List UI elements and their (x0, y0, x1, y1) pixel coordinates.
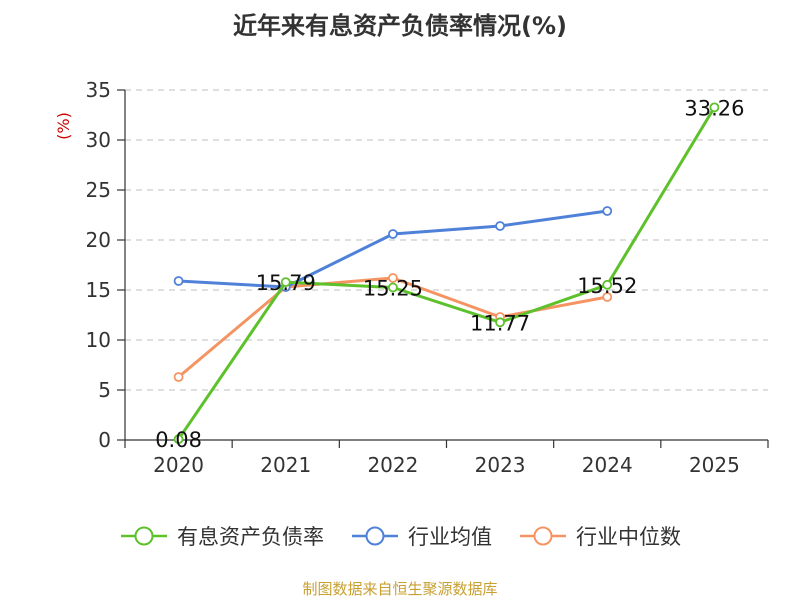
data-point-1 (495, 221, 505, 231)
y-tick-label: 15 (86, 278, 111, 302)
data-label: 33.26 (684, 96, 744, 120)
data-point-2 (602, 292, 613, 302)
chart-title: 近年来有息资产负债率情况(%) (233, 12, 567, 40)
x-tick-label: 2020 (153, 453, 204, 477)
series-line-0 (177, 105, 716, 441)
legend-label-industry-median: 行业中位数 (576, 525, 681, 549)
x-tick-label: 2025 (689, 453, 740, 477)
y-tick-label: 10 (86, 328, 111, 352)
data-point-0 (173, 434, 184, 445)
data-label: 11.77 (470, 311, 530, 335)
data-point-0 (709, 102, 720, 113)
x-tick-label: 2022 (367, 453, 418, 477)
legend-marker-industry-avg (352, 526, 398, 546)
data-label: 0.08 (155, 428, 202, 452)
legend-marker-industry-median (520, 526, 566, 546)
data-point-0 (388, 282, 398, 293)
y-tick-label: 20 (86, 228, 111, 252)
y-tick-label: 30 (86, 128, 111, 152)
y-tick-label: 25 (86, 178, 111, 202)
y-axis-label: (%) (54, 112, 73, 140)
data-point-2 (388, 273, 398, 283)
data-point-0 (280, 277, 291, 288)
legend-label-debt-ratio: 有息资产负债率 (177, 525, 324, 549)
y-tick-label: 5 (98, 378, 111, 402)
x-tick-label: 2021 (260, 453, 311, 477)
legend-item-debt-ratio[interactable]: 有息资产负债率 (119, 521, 324, 551)
data-point-1 (602, 206, 613, 216)
x-tick-label: 2024 (582, 453, 633, 477)
data-label: 15.52 (577, 274, 637, 298)
data-point-1 (173, 276, 184, 286)
data-label: 15.79 (256, 271, 316, 295)
legend-marker-debt-ratio (121, 526, 167, 546)
data-point-0 (602, 279, 613, 290)
data-point-1 (388, 229, 398, 239)
y-tick-label: 0 (98, 428, 111, 452)
data-point-2 (173, 372, 184, 382)
data-point-0 (495, 317, 505, 328)
legend: 有息资产负债率 行业均值 行业中位数 (0, 518, 800, 554)
legend-label-industry-avg: 行业均值 (408, 525, 492, 549)
source-note: 制图数据来自恒生聚源数据库 (302, 580, 498, 598)
legend-item-industry-median[interactable]: 行业中位数 (518, 521, 681, 551)
x-tick-label: 2023 (475, 453, 526, 477)
data-label: 15.25 (363, 277, 423, 301)
legend-item-industry-avg[interactable]: 行业均值 (350, 521, 492, 551)
y-tick-label: 35 (86, 78, 111, 102)
